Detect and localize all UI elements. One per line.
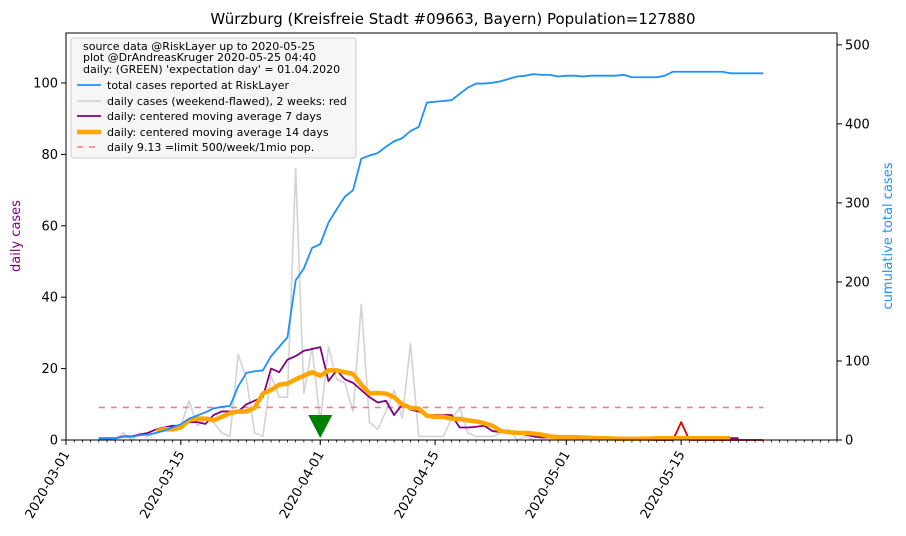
y-axis-left-label: daily cases bbox=[9, 200, 24, 272]
legend-label-limit: daily 9.13 =limit 500/week/1mio pop. bbox=[107, 141, 314, 154]
series-total bbox=[98, 70, 764, 440]
x-tick-label: 2020-05-01 bbox=[523, 449, 574, 522]
legend-label-ma14: daily: centered moving average 14 days bbox=[107, 126, 329, 139]
x-tick-label: 2020-03-01 bbox=[23, 449, 74, 522]
chart-title: Würzburg (Kreisfreie Stadt #09663, Bayer… bbox=[210, 10, 695, 28]
y-left-tick-label: 60 bbox=[41, 219, 58, 234]
legend: source data @RiskLayer up to 2020-05-25 … bbox=[70, 37, 357, 159]
x-tick-label: 2020-04-15 bbox=[392, 449, 443, 522]
y-right-tick-label: 300 bbox=[845, 196, 870, 211]
y-right-tick-label: 0 bbox=[845, 434, 853, 449]
y-axis-left: 0 20 40 60 80 100 bbox=[33, 76, 66, 449]
y-left-tick-label: 20 bbox=[41, 362, 58, 377]
y-right-tick-label: 500 bbox=[845, 38, 870, 53]
expectation-day-marker bbox=[308, 415, 333, 438]
y-axis-right-label: cumulative total cases bbox=[881, 162, 896, 309]
y-right-tick-label: 400 bbox=[845, 117, 870, 132]
legend-label-ma7: daily: centered moving average 7 days bbox=[107, 110, 322, 123]
legend-label-daily-raw: daily cases (weekend-flawed), 2 weeks: r… bbox=[107, 95, 347, 108]
legend-box bbox=[70, 37, 357, 159]
legend-header-line-2: plot @DrAndreasKruger 2020-05-25 04:40 bbox=[83, 51, 316, 64]
legend-header-line-1: source data @RiskLayer up to 2020-05-25 bbox=[83, 40, 315, 53]
x-tick-label: 2020-05-15 bbox=[638, 449, 689, 522]
x-axis: 2020-03-01 2020-03-15 2020-04-01 2020-04-15… bbox=[23, 440, 838, 522]
y-left-tick-label: 40 bbox=[41, 291, 58, 306]
series-ma14 bbox=[155, 368, 731, 442]
legend-label-total: total cases reported at RiskLayer bbox=[107, 79, 290, 92]
y-left-tick-label: 0 bbox=[50, 434, 58, 449]
x-tick-label: 2020-03-15 bbox=[138, 449, 189, 522]
x-tick-label: 2020-04-01 bbox=[277, 449, 328, 522]
marker-layer bbox=[308, 415, 333, 438]
y-left-tick-label: 100 bbox=[33, 76, 58, 91]
legend-header-line-3: daily: (GREEN) 'expectation day' = 01.04… bbox=[83, 63, 340, 76]
y-right-tick-label: 200 bbox=[845, 275, 870, 290]
y-left-tick-label: 80 bbox=[41, 148, 58, 163]
y-right-tick-label: 100 bbox=[845, 354, 870, 369]
y-axis-right: 0 100 200 300 400 500 bbox=[837, 38, 870, 449]
